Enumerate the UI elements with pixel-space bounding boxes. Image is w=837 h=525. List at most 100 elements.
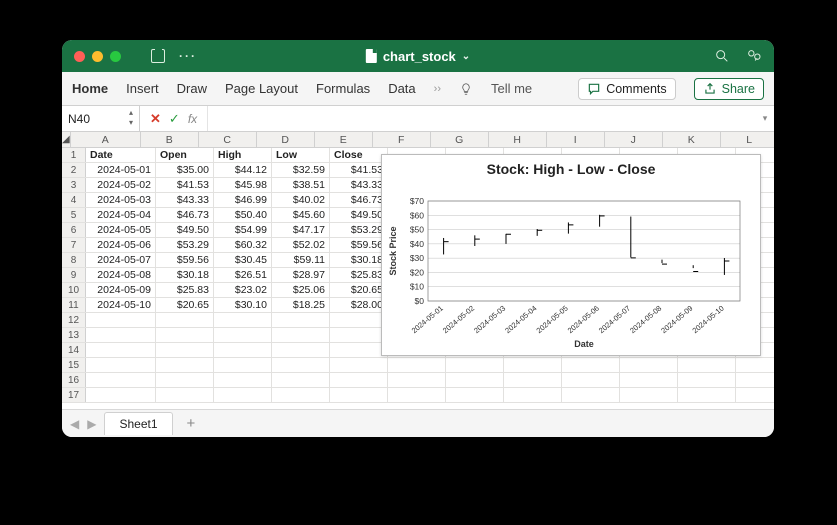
more-tabs-icon[interactable]: ››	[434, 83, 441, 95]
row-header-14[interactable]: 14	[62, 343, 86, 357]
formula-expand-icon[interactable]: ▾	[756, 106, 774, 131]
cell[interactable]: $20.65	[330, 283, 388, 297]
cell[interactable]: $46.73	[156, 208, 214, 222]
col-header-C[interactable]: C	[199, 132, 257, 147]
cell[interactable]	[620, 358, 678, 372]
more-actions-icon[interactable]: ···	[179, 49, 197, 63]
cell[interactable]: $35.00	[156, 163, 214, 177]
save-icon[interactable]	[151, 49, 165, 63]
col-header-B[interactable]: B	[141, 132, 199, 147]
col-header-D[interactable]: D	[257, 132, 315, 147]
cell[interactable]: $40.02	[272, 193, 330, 207]
name-box-stepper[interactable]: ▴▾	[125, 108, 137, 128]
cell[interactable]	[736, 373, 774, 387]
cell[interactable]: 2024-05-07	[86, 253, 156, 267]
cell[interactable]	[86, 373, 156, 387]
cell[interactable]	[156, 358, 214, 372]
cell[interactable]: 2024-05-09	[86, 283, 156, 297]
cell[interactable]	[736, 358, 774, 372]
cell[interactable]	[446, 373, 504, 387]
cell[interactable]	[330, 388, 388, 402]
row-header-13[interactable]: 13	[62, 328, 86, 342]
cell[interactable]: $30.45	[214, 253, 272, 267]
cell[interactable]: $18.25	[272, 298, 330, 312]
cell[interactable]: $53.29	[156, 238, 214, 252]
cell[interactable]	[330, 373, 388, 387]
sheet-nav-prev[interactable]: ◀	[70, 417, 79, 431]
col-header-G[interactable]: G	[431, 132, 489, 147]
cell[interactable]: $49.50	[156, 223, 214, 237]
row-header-7[interactable]: 7	[62, 238, 86, 252]
cell[interactable]: $59.56	[330, 238, 388, 252]
cell[interactable]	[272, 328, 330, 342]
row-header-12[interactable]: 12	[62, 313, 86, 327]
cell[interactable]: Low	[272, 148, 330, 162]
share-tray-icon[interactable]	[746, 48, 762, 64]
cell[interactable]	[388, 358, 446, 372]
cell[interactable]	[272, 358, 330, 372]
cell[interactable]	[272, 388, 330, 402]
cell[interactable]: 2024-05-01	[86, 163, 156, 177]
cell[interactable]	[504, 388, 562, 402]
cell[interactable]: $25.06	[272, 283, 330, 297]
cell[interactable]	[86, 343, 156, 357]
ribbon-tab-formulas[interactable]: Formulas	[316, 81, 370, 96]
cell[interactable]: $59.56	[156, 253, 214, 267]
col-header-A[interactable]: A	[71, 132, 141, 147]
cell[interactable]	[446, 358, 504, 372]
cell[interactable]	[214, 388, 272, 402]
row-header-9[interactable]: 9	[62, 268, 86, 282]
row-header-10[interactable]: 10	[62, 283, 86, 297]
chart-object[interactable]: Stock: High - Low - Close $0$10$20$30$40…	[381, 154, 761, 356]
name-box[interactable]: N40 ▴▾	[62, 106, 140, 131]
col-header-J[interactable]: J	[605, 132, 663, 147]
row-header-1[interactable]: 1	[62, 148, 86, 162]
row-header-4[interactable]: 4	[62, 193, 86, 207]
search-icon[interactable]	[714, 48, 730, 64]
tell-me-input[interactable]: Tell me	[491, 81, 532, 96]
cell[interactable]: $47.17	[272, 223, 330, 237]
sheet-nav-next[interactable]: ▶	[87, 417, 96, 431]
col-header-I[interactable]: I	[547, 132, 605, 147]
col-header-K[interactable]: K	[663, 132, 721, 147]
accept-formula-button[interactable]: ✓	[169, 111, 180, 127]
cell[interactable]	[86, 388, 156, 402]
cell[interactable]: $25.83	[330, 268, 388, 282]
cell[interactable]: 2024-05-04	[86, 208, 156, 222]
cell[interactable]	[446, 388, 504, 402]
ribbon-tab-home[interactable]: Home	[72, 81, 108, 96]
close-window-button[interactable]	[74, 51, 85, 62]
cell[interactable]: 2024-05-02	[86, 178, 156, 192]
cell[interactable]: $43.33	[156, 193, 214, 207]
cell[interactable]	[272, 313, 330, 327]
document-title[interactable]: chart_stock ⌄	[366, 49, 470, 64]
ribbon-tab-insert[interactable]: Insert	[126, 81, 159, 96]
cell[interactable]	[272, 343, 330, 357]
cell[interactable]: Date	[86, 148, 156, 162]
cell[interactable]	[330, 313, 388, 327]
cell[interactable]	[678, 373, 736, 387]
row-header-15[interactable]: 15	[62, 358, 86, 372]
cell[interactable]	[214, 373, 272, 387]
cell[interactable]	[86, 328, 156, 342]
cell[interactable]: 2024-05-05	[86, 223, 156, 237]
row-header-17[interactable]: 17	[62, 388, 86, 402]
cell[interactable]	[156, 388, 214, 402]
cell[interactable]	[214, 358, 272, 372]
cell[interactable]: $23.02	[214, 283, 272, 297]
cell[interactable]: $38.51	[272, 178, 330, 192]
cell[interactable]: $30.18	[330, 253, 388, 267]
fx-label[interactable]: fx	[188, 112, 197, 126]
cell[interactable]	[86, 313, 156, 327]
row-header-6[interactable]: 6	[62, 223, 86, 237]
cell[interactable]	[156, 328, 214, 342]
cell[interactable]	[214, 343, 272, 357]
cell[interactable]: $46.99	[214, 193, 272, 207]
cell[interactable]: $46.73	[330, 193, 388, 207]
cell[interactable]	[156, 343, 214, 357]
cell[interactable]: $60.32	[214, 238, 272, 252]
cell[interactable]	[388, 373, 446, 387]
cell[interactable]: $28.97	[272, 268, 330, 282]
cell[interactable]: Open	[156, 148, 214, 162]
row-header-3[interactable]: 3	[62, 178, 86, 192]
